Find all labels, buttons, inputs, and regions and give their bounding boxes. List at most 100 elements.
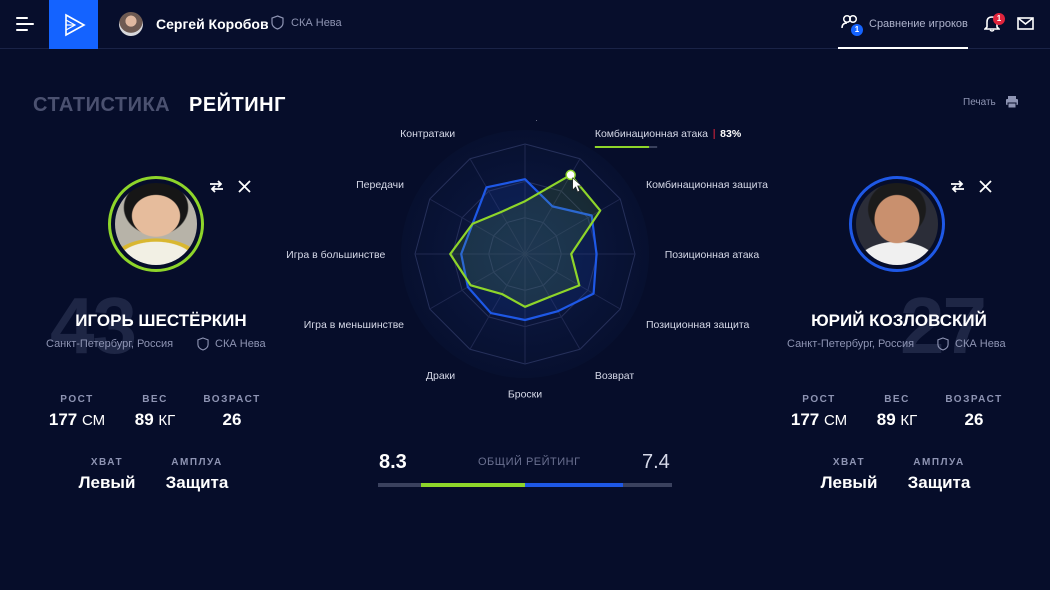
close-icon[interactable] (238, 180, 251, 193)
stat-value: 89 КГ (857, 410, 937, 430)
radar-labels: Силовые приемы Комбинационная атака Комбин… (286, 120, 768, 401)
app-logo[interactable] (49, 0, 98, 49)
radar-axis-label: Броски (508, 389, 542, 401)
radar-axis-label: Игра в меньшинстве (304, 319, 404, 331)
weight-value: 89 (876, 410, 896, 429)
stat-weight: ВЕС 89 КГ (857, 394, 937, 430)
compare-count-badge: 1 (851, 24, 863, 36)
player-name: ИГОРЬ ШЕСТЁРКИН (75, 311, 247, 330)
close-icon[interactable] (979, 180, 992, 193)
rating-fill-right (525, 483, 623, 487)
age-value: 26 (222, 410, 242, 429)
shield-icon (197, 337, 209, 351)
grip-value: Левый (78, 473, 136, 492)
radar-axis-label: Игра в большинстве (286, 249, 385, 261)
radar-axis-label: Силовые приемы (482, 120, 567, 121)
stat-value: 89 КГ (115, 410, 195, 430)
radar-axis-label: Возврат (595, 370, 635, 382)
shield-icon (937, 337, 949, 351)
height-unit: СМ (81, 412, 106, 429)
stat-age: ВОЗРАСТ 26 (934, 394, 1014, 430)
user-team: СКА Нева (291, 17, 342, 29)
stat-grip: ХВАТ Левый (809, 457, 889, 493)
mail-icon[interactable] (1017, 17, 1034, 30)
grip-value: Левый (820, 473, 878, 492)
user-name[interactable]: Сергей Коробов (156, 16, 269, 32)
top-bar: Сергей Коробов СКА Нева 1 Сравнение игро… (0, 0, 1050, 49)
radar-grid (401, 130, 649, 378)
radar-axis-label: Драки (426, 370, 455, 382)
player-team: СКА Нева (215, 338, 266, 350)
height-value: 177 (48, 410, 78, 429)
player-avatar (849, 176, 945, 272)
stat-age: ВОЗРАСТ 26 (192, 394, 272, 430)
tab-rating[interactable]: РЕЙТИНГ (189, 94, 286, 116)
radar-spoke (524, 253, 621, 310)
stat-height: РОСТ 177 СМ (779, 394, 859, 430)
stat-weight: ВЕС 89 КГ (115, 394, 195, 430)
stat-height: РОСТ 177 СМ (37, 394, 117, 430)
player-card-right: 27 ЮРИЙ КОЗЛОВСКИЙ Санкт-Петербург, Росс… (774, 170, 1014, 510)
stat-label: ВЕС (142, 394, 168, 405)
user-avatar[interactable] (119, 12, 143, 36)
radar-spoke (469, 253, 526, 350)
stat-label: ВЕС (884, 394, 910, 405)
age-value: 26 (964, 410, 984, 429)
stat-label: РОСТ (802, 394, 836, 405)
highlight-value: 83% (720, 128, 742, 140)
radar-spoke (469, 158, 526, 255)
stat-grip: ХВАТ Левый (67, 457, 147, 493)
stat-role: АМПЛУА Защита (899, 457, 979, 493)
menu-icon[interactable] (16, 17, 34, 31)
players-icon (841, 14, 858, 29)
radar-axis-label: Позиционная атака (665, 249, 760, 261)
swap-icon[interactable] (208, 179, 225, 194)
player-city: Санкт-Петербург, Россия (46, 338, 174, 350)
player-photo (856, 183, 938, 265)
radar-spoke (429, 253, 526, 310)
compare-label: Сравнение игроков (869, 18, 968, 30)
weight-value: 89 (134, 410, 154, 429)
radar-spoke (524, 253, 581, 350)
radar-axis-label: Позиционная защита (646, 319, 750, 331)
player-name: ЮРИЙ КОЗЛОВСКИЙ (811, 311, 987, 330)
weight-unit: КГ (900, 412, 918, 429)
jersey-number: 27 (900, 281, 987, 370)
radar-axis-label: Комбинационная защита (646, 179, 768, 191)
stat-label: ХВАТ (90, 457, 124, 468)
stat-label: ВОЗРАСТ (203, 394, 261, 405)
print-button[interactable]: Печать (963, 97, 996, 108)
logo-icon (64, 13, 86, 36)
radar-axis-label: Комбинационная атака (595, 128, 708, 140)
overall-rating-bar (378, 483, 672, 487)
radar-series-line (449, 173, 602, 308)
role-value: Защита (165, 473, 229, 492)
role-value: Защита (907, 473, 971, 492)
height-value: 177 (790, 410, 820, 429)
printer-icon[interactable] (1005, 95, 1019, 109)
radar-spoke (524, 198, 621, 255)
stat-role: АМПЛУА Защита (157, 457, 237, 493)
player-city: Санкт-Петербург, Россия (787, 338, 915, 350)
stat-label: ХВАТ (832, 457, 866, 468)
swap-icon[interactable] (949, 179, 966, 194)
radar-highlight: 83% (565, 128, 742, 193)
radar-spoke (429, 198, 526, 255)
tab-statistics[interactable]: СТАТИСТИКА (33, 94, 171, 116)
radar-axis-label: Передачи (356, 179, 404, 191)
rating-fill-left (421, 483, 525, 487)
stat-label: АМПЛУА (913, 457, 965, 468)
shield-icon (271, 15, 284, 30)
compare-players-tab[interactable]: 1 Сравнение игроков (838, 0, 968, 49)
overall-rating-right: 7.4 (642, 451, 670, 473)
radar-axis-label: Контратаки (400, 128, 455, 140)
overall-rating-left: 8.3 (379, 451, 407, 473)
player-card-left: 43 ИГОРЬ ШЕСТЁРКИН Санкт-Петербург, Росс… (32, 170, 272, 510)
radar-chart: Силовые приемы Комбинационная атака Комбин… (286, 120, 768, 401)
cursor-icon (572, 177, 583, 193)
stat-label: АМПЛУА (171, 457, 223, 468)
height-unit: СМ (823, 412, 848, 429)
player-avatar (108, 176, 204, 272)
player-team: СКА Нева (955, 338, 1006, 350)
jersey-number: 43 (50, 281, 137, 370)
